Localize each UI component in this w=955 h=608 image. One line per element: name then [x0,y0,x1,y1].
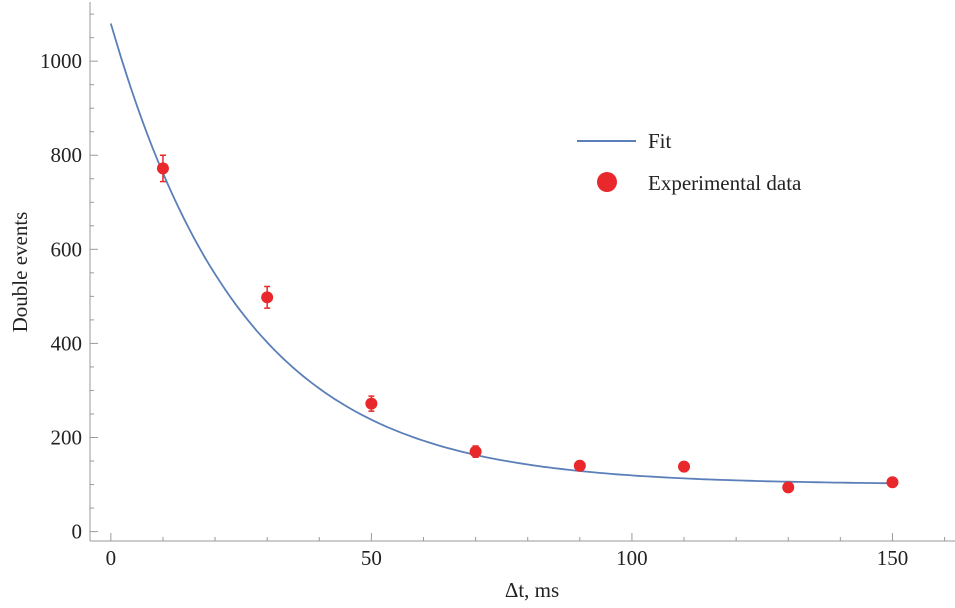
legend-points-swatch [597,172,617,192]
data-point-marker [261,291,274,304]
data-point [365,395,378,412]
fit-line [109,23,893,485]
legend-points-label: Experimental data [648,171,802,195]
x-tick-label: 150 [877,546,909,570]
y-ticks: 0 200 400 600 800 1000 [40,13,98,544]
y-tick-label: 800 [51,143,83,167]
plot-area: 0 50 100 150 0 200 400 600 800 1000 [40,2,955,570]
data-point [573,459,586,472]
data-point-marker [886,476,899,489]
data-point-marker [365,397,378,410]
y-tick-label: 1000 [40,49,82,73]
x-tick-label: 0 [106,546,117,570]
x-axis-label: Δt, ms [505,578,559,602]
data-point-marker [782,481,795,494]
data-point-marker [469,445,482,458]
legend: Fit Experimental data [577,129,802,195]
data-point [886,476,899,489]
x-ticks: 0 50 100 150 [106,533,946,570]
data-point [678,460,691,473]
legend-fit-label: Fit [648,129,672,153]
y-tick-label: 200 [51,426,83,450]
data-point-marker [678,460,691,473]
y-tick-label: 0 [72,520,83,544]
y-axis-label: Double events [8,212,32,333]
data-point-marker [156,162,169,175]
x-tick-label: 50 [361,546,382,570]
data-point [261,285,274,309]
series-points [156,154,899,494]
series-fit [109,23,893,485]
y-tick-label: 600 [51,237,83,261]
x-tick-label: 100 [616,546,648,570]
data-point [156,154,169,183]
data-point [469,445,482,459]
data-point [782,481,795,494]
data-point-marker [573,459,586,472]
y-tick-label: 400 [51,331,83,355]
